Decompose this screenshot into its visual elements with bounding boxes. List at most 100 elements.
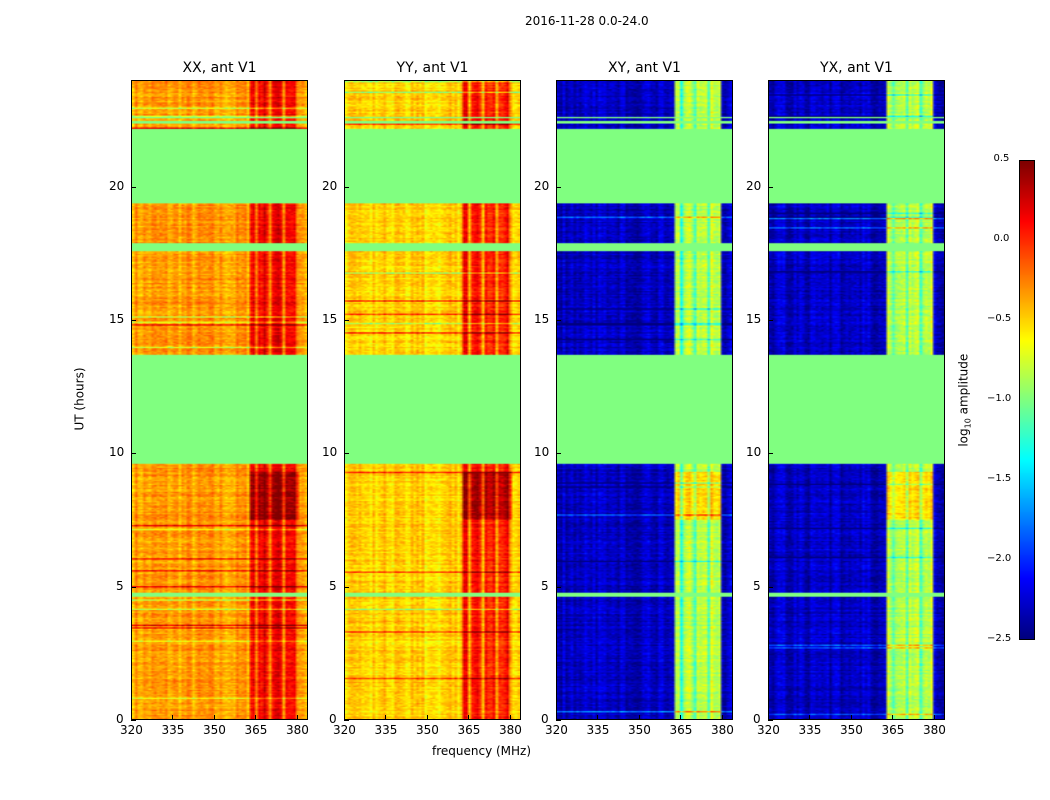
colorbar-gradient [1020, 161, 1034, 639]
x-tick [933, 715, 935, 720]
y-tick-label: 20 [746, 178, 762, 193]
x-tick-label: 380 [285, 723, 309, 737]
y-tick [131, 720, 136, 721]
x-tick [892, 715, 894, 720]
x-tick [597, 715, 599, 720]
y-tick [344, 186, 349, 188]
y-tick-label: 5 [329, 578, 337, 593]
y-tick-label: 5 [116, 578, 124, 593]
y-tick [768, 586, 773, 588]
x-tick [850, 715, 852, 720]
y-tick-label: 0 [541, 712, 549, 726]
y-tick-label: 20 [109, 178, 125, 193]
x-tick-label: 350 [415, 723, 439, 737]
colorbar-tick-label: −0.5 [987, 313, 1012, 324]
x-tick [468, 715, 470, 720]
x-tick-label: 335 [586, 723, 610, 737]
colorbar-tick-label: −2.0 [987, 553, 1012, 564]
heatmap-cells [345, 81, 520, 719]
y-tick-label: 0 [753, 712, 761, 726]
y-tick [768, 186, 773, 188]
y-tick [556, 720, 561, 721]
panel-title: XX, ant V1 [182, 60, 257, 76]
x-tick [426, 715, 428, 720]
heatmap-panel [131, 80, 308, 720]
y-tick-label: 15 [534, 312, 550, 326]
y-tick-label: 5 [753, 578, 761, 593]
heatmap-cells [132, 81, 307, 719]
heatmap-cells [769, 81, 944, 719]
x-tick-label: 335 [161, 723, 185, 737]
y-tick [768, 453, 773, 455]
y-tick [344, 320, 349, 321]
y-tick-label: 10 [322, 445, 338, 460]
heatmap-panel [768, 80, 945, 720]
x-tick [131, 715, 132, 720]
x-tick-label: 365 [669, 723, 693, 737]
x-tick-label: 365 [244, 723, 268, 737]
y-tick-label: 15 [322, 312, 338, 326]
x-tick [680, 715, 682, 720]
y-tick-label: 20 [534, 178, 550, 193]
y-tick-label: 0 [116, 712, 124, 726]
y-tick-label: 20 [322, 178, 338, 193]
y-tick-label: 15 [746, 312, 762, 326]
y-tick [556, 320, 561, 321]
x-tick-label: 320 [545, 723, 568, 737]
y-tick [556, 453, 561, 455]
y-axis-label: UT (hours) [72, 367, 87, 431]
suptitle: 2016-11-28 0.0-24.0 [525, 14, 649, 28]
y-tick [344, 720, 349, 721]
colorbar-tick-label: −1.0 [987, 393, 1012, 404]
x-tick-label: 320 [757, 723, 780, 737]
x-tick-label: 350 [839, 723, 863, 737]
x-tick-label: 365 [881, 723, 905, 737]
x-tick-label: 335 [374, 723, 398, 737]
x-tick [638, 715, 640, 720]
y-tick-label: 5 [541, 578, 549, 593]
colorbar-tick-label: −1.5 [987, 473, 1012, 484]
colorbar-tick-label: 0.5 [993, 153, 1010, 164]
heatmap-panel [344, 80, 521, 720]
x-tick [721, 715, 723, 720]
x-tick-label: 365 [457, 723, 481, 737]
y-tick [131, 186, 136, 188]
x-tick [768, 715, 769, 720]
x-tick-label: 350 [202, 723, 226, 737]
y-tick [768, 320, 773, 321]
x-tick-label: 320 [120, 723, 143, 737]
colorbar [1019, 160, 1035, 640]
y-tick-label: 10 [746, 445, 762, 460]
y-tick-label: 10 [534, 445, 550, 460]
panel-title: YY, ant V1 [396, 60, 469, 76]
heatmap-cells [557, 81, 732, 719]
colorbar-tick-label: −2.5 [987, 633, 1012, 644]
y-tick [556, 586, 561, 588]
x-axis-label: frequency (MHz) [432, 744, 532, 758]
x-tick [509, 715, 511, 720]
colorbar-tick-label: 0.0 [993, 233, 1010, 244]
x-tick-label: 335 [798, 723, 822, 737]
y-tick [131, 320, 136, 321]
x-tick [255, 715, 257, 720]
panel-title: YX, ant V1 [820, 60, 893, 76]
x-tick-label: 350 [627, 723, 651, 737]
y-tick [344, 586, 349, 588]
x-tick [296, 715, 298, 720]
y-tick [556, 186, 561, 188]
x-tick [809, 715, 811, 720]
x-tick [556, 715, 557, 720]
panel-title: XY, ant V1 [608, 60, 681, 76]
x-tick-label: 320 [333, 723, 356, 737]
x-tick [344, 715, 345, 720]
x-tick-label: 380 [498, 723, 522, 737]
heatmap-panel [556, 80, 733, 720]
y-tick-label: 10 [109, 445, 125, 460]
y-tick-label: 0 [329, 712, 337, 726]
y-tick [768, 720, 773, 721]
x-tick [172, 715, 174, 720]
x-tick-label: 380 [710, 723, 734, 737]
colorbar-label: log10 amplitude [956, 353, 973, 447]
y-tick-label: 15 [109, 312, 125, 326]
